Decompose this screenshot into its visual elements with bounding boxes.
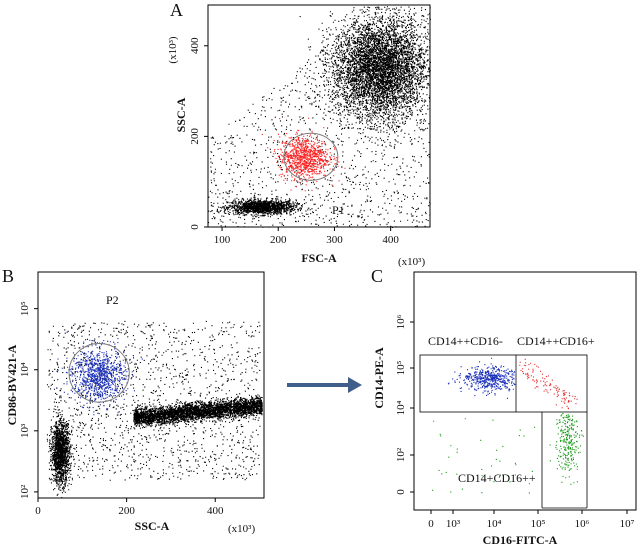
panel-c-q1-dots [447, 357, 516, 399]
panel-c-y-tick-label: 10⁵ [395, 360, 407, 375]
p2-gate [68, 342, 130, 403]
panel-c-x-tick-label: 0 [428, 518, 434, 530]
panel-b-points [46, 320, 263, 499]
panel-c-points [432, 357, 584, 494]
panel-b-y-ticks: 10² 10³ 10⁴ 10⁵ [19, 301, 38, 499]
panel-b-y-tick-label: 10⁴ [19, 362, 31, 377]
panel-b-x-ticks: 0 200 400 [35, 498, 224, 517]
panel-c-x-ticks: 0 10³ 10⁴ 10⁵ 10⁶ 10⁷ [428, 510, 635, 530]
panel-b: B P2 0 200 400 10² 10³ 10⁴ 10⁵ SSC-A CD86-BV4… [2, 266, 265, 535]
panel-c-ylabel: CD14-PE-A [372, 347, 386, 409]
panel-a-xlabel: FSC-A [301, 251, 337, 265]
panel-a-frame [207, 4, 431, 228]
panel-b-y-tick-label: 10⁵ [19, 301, 31, 316]
quadrant-upper-box [419, 354, 588, 413]
panel-c-x-tick-label: 10³ [446, 518, 461, 530]
panel-a-event-dots [208, 6, 431, 229]
panel-b-x-unit: (x10³) [228, 523, 255, 535]
p1-gate [283, 132, 339, 181]
panel-a-y-tick-label: 200 [189, 128, 201, 145]
quadrant-label-cd14pp-cd16n: CD14++CD16- [428, 334, 503, 348]
panel-b-x-tick-label: 200 [118, 505, 135, 517]
panel-b-letter: B [2, 266, 14, 286]
panel-c-x-tick-label: 10⁵ [531, 518, 546, 530]
panel-c-y-tick-label: 10² [395, 447, 407, 462]
quadrant-label-cd14pp-cd16p: CD14++CD16+ [517, 334, 595, 348]
panel-a-p1-dots [261, 117, 346, 192]
panel-a-ylabel: SSC-A [174, 97, 188, 132]
panel-a-x-ticks: 100 200 300 400 [214, 227, 399, 246]
panel-a: A P1 100 200 300 400 0 200 400 FSC-A SSC-A (x… [167, 0, 431, 268]
panel-a-x-tick-label: 100 [214, 234, 231, 246]
panel-a-x-tick-label: 400 [382, 234, 399, 246]
p1-gate-label: P1 [332, 203, 345, 217]
panel-a-points [208, 6, 431, 229]
p2-gate-label: P2 [106, 293, 119, 307]
panel-b-x-tick-label: 400 [207, 505, 224, 517]
panel-b-x-tick-label: 0 [35, 505, 41, 517]
panel-a-y-tick-label: 400 [189, 37, 201, 54]
panel-b-y-tick-label: 10² [19, 484, 31, 499]
panel-c-frame [413, 271, 637, 511]
quadrant-label-cd14p-cd16pp: CD14+CD16++ [458, 471, 536, 485]
panel-b-xlabel: SSC-A [135, 519, 170, 533]
panel-a-letter: A [170, 0, 183, 20]
panel-a-x-unit: (x10³) [398, 256, 425, 268]
panel-b-frame [37, 271, 265, 499]
panel-c-y-ticks: 0 10² 10⁴ 10⁵ 10⁶ [395, 314, 414, 495]
panel-b-event-dots [46, 320, 263, 499]
panel-a-x-tick-label: 300 [326, 234, 343, 246]
panel-b-ylabel: CD86-BV421-A [5, 344, 19, 425]
panel-c-x-tick-label: 10⁶ [575, 518, 590, 530]
panel-a-y-ticks: 0 200 400 [189, 37, 208, 230]
arrow-right-icon [287, 377, 362, 393]
panel-c-x-tick-label: 10⁷ [620, 518, 635, 530]
panel-c-letter: C [371, 266, 383, 286]
panel-c-xlabel: CD16-FITC-A [483, 533, 558, 547]
panel-c-x-tick-label: 10⁴ [487, 518, 502, 530]
panel-a-x-tick-label: 200 [270, 234, 287, 246]
panel-c-y-tick-label: 10⁴ [395, 400, 407, 415]
panel-a-y-tick-label: 0 [189, 224, 201, 230]
panel-c-q2-dots [519, 358, 578, 410]
panel-c-y-tick-label: 10⁶ [395, 314, 407, 329]
panel-b-y-tick-label: 10³ [19, 423, 31, 438]
panel-c-y-tick-label: 0 [395, 489, 407, 495]
panel-a-y-unit: (x10³) [167, 36, 179, 63]
